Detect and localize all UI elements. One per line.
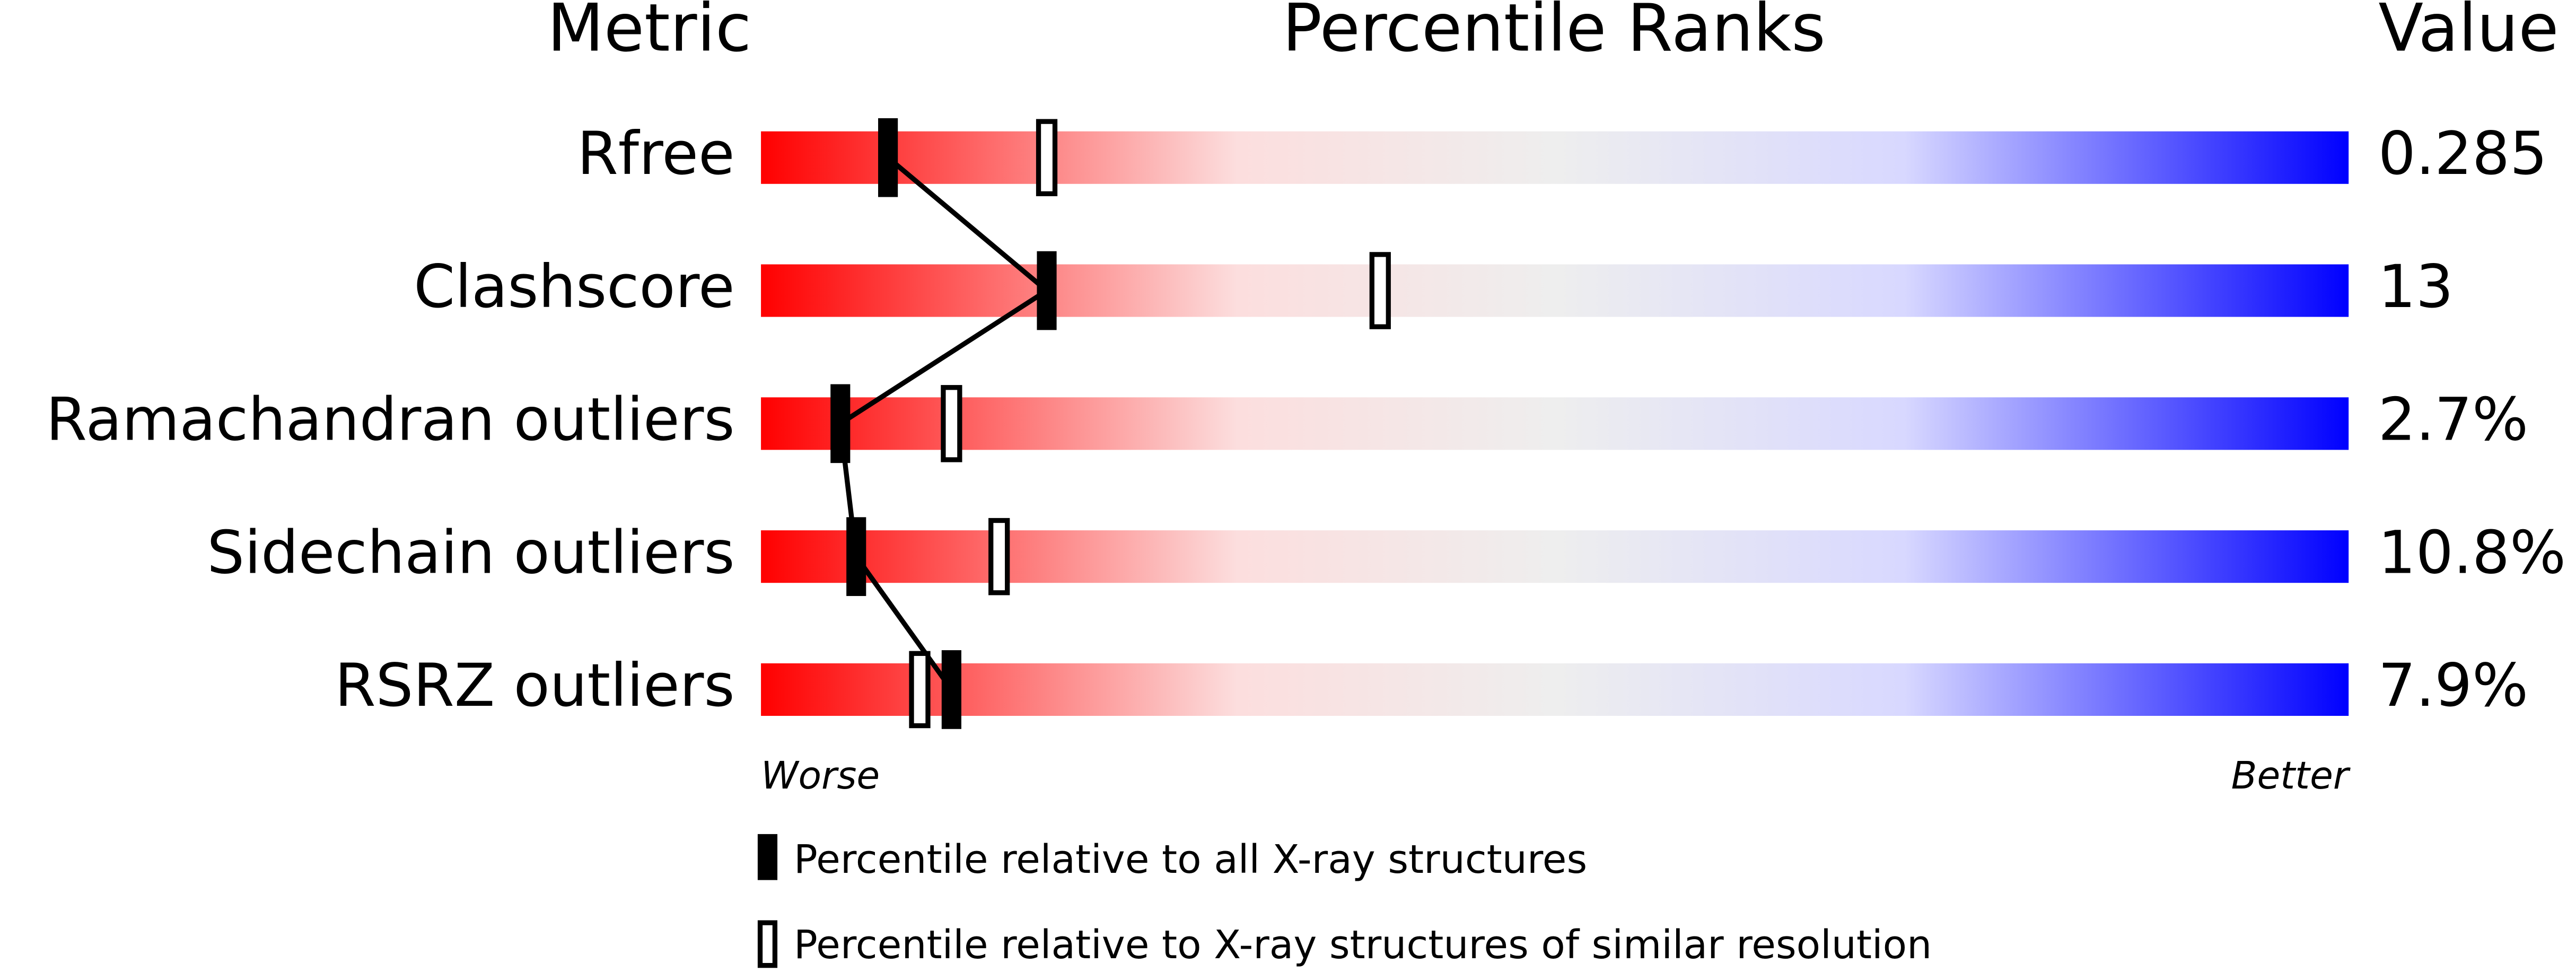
metric-header: Metric <box>547 0 751 67</box>
legend-label: Percentile relative to X-ray structures … <box>794 922 1932 968</box>
relative-marker <box>941 385 962 462</box>
metric-label: Rfree <box>577 120 734 188</box>
metric-value: 10.8% <box>2378 519 2566 587</box>
better-label: Better <box>2231 754 2351 798</box>
absolute-marker <box>878 118 898 197</box>
percentile-bar <box>761 264 2349 317</box>
percentile-bar <box>761 131 2349 184</box>
relative-marker <box>1369 252 1391 329</box>
relative-marker <box>988 518 1010 596</box>
metric-value: 2.7% <box>2378 386 2528 454</box>
metric-label: Sidechain outliers <box>207 519 734 587</box>
metric-value: 13 <box>2378 253 2454 321</box>
metric-label: Clashscore <box>414 253 734 321</box>
legend-label: Percentile relative to all X-ray structu… <box>794 836 1587 882</box>
relative-marker <box>1036 119 1058 197</box>
ranks-header: Percentile Ranks <box>1282 0 1825 67</box>
legend-swatch <box>757 834 778 880</box>
absolute-marker <box>830 384 851 463</box>
legend-swatch <box>757 920 778 968</box>
metric-label: Ramachandran outliers <box>46 386 735 454</box>
worse-label: Worse <box>761 754 880 798</box>
percentile-bar <box>761 530 2349 583</box>
absolute-marker <box>941 650 961 729</box>
percentile-bar <box>761 663 2349 716</box>
value-header: Value <box>2378 0 2559 67</box>
absolute-marker <box>846 517 866 596</box>
metric-label: RSRZ outliers <box>335 652 734 720</box>
relative-marker <box>909 651 931 729</box>
metric-value: 0.285 <box>2378 120 2547 188</box>
percentile-bar <box>761 397 2349 450</box>
absolute-marker <box>1037 251 1057 330</box>
metric-value: 7.9% <box>2378 652 2528 720</box>
